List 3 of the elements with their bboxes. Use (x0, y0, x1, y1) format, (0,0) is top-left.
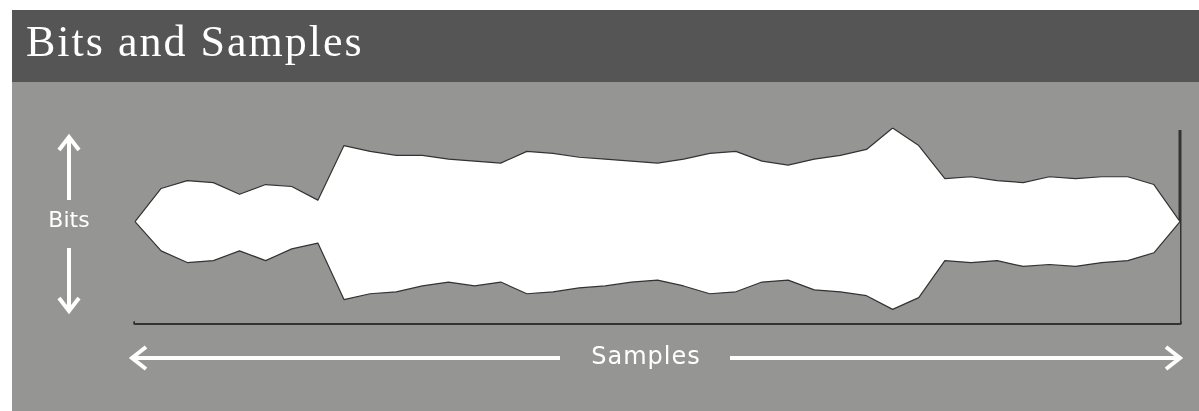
y-axis-title: Bits (47, 207, 91, 232)
x-axis-title: Samples (590, 342, 702, 370)
chart-title: Bits and Samples (26, 16, 364, 67)
